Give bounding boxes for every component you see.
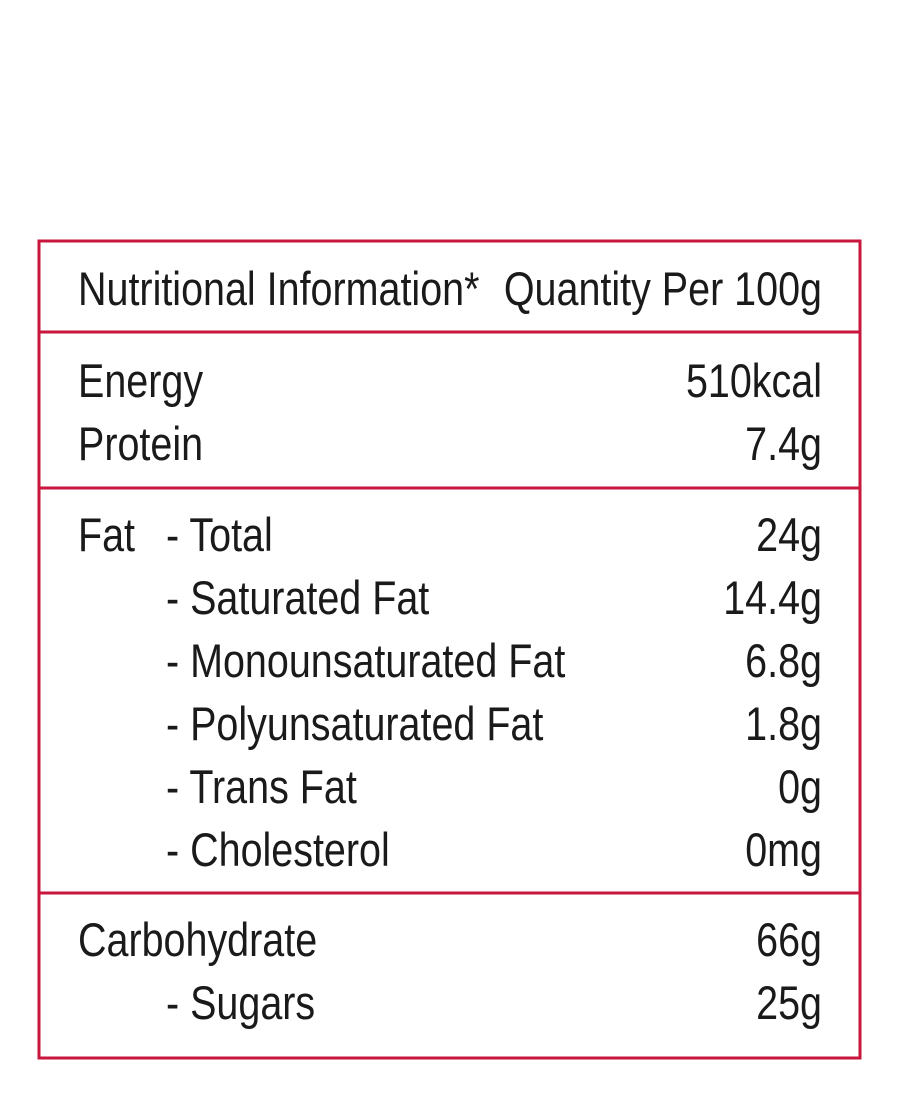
row-value: 510kcal (686, 356, 822, 408)
table-content: Nutritional Information* Quantity Per 100… (78, 264, 822, 1030)
row-value: 0mg (745, 825, 822, 877)
table-border (37, 239, 862, 1060)
row-sublabel: - Monounsaturated Fat (166, 636, 565, 688)
row-value: 14.4g (723, 573, 822, 625)
row-label: Protein (78, 419, 203, 471)
row-sublabel: - Sugars (166, 978, 315, 1030)
row-sublabel: - Total (166, 510, 273, 562)
row-label: Energy (78, 356, 203, 408)
header-quantity: Quantity Per 100g (504, 264, 822, 316)
row-label: Carbohydrate (78, 915, 317, 967)
row-sublabel: - Saturated Fat (166, 573, 429, 625)
row-sublabel: - Trans Fat (166, 762, 357, 814)
header-title: Nutritional Information* (78, 264, 480, 316)
row-value: 7.4g (745, 419, 822, 471)
row-value: 66g (756, 915, 822, 967)
row-value: 25g (756, 978, 822, 1030)
row-value: 0g (778, 762, 822, 814)
row-value: 1.8g (745, 699, 822, 751)
row-label: Fat (78, 510, 135, 562)
row-sublabel: - Cholesterol (166, 825, 390, 877)
row-sublabel: - Polyunsaturated Fat (166, 699, 543, 751)
row-value: 6.8g (745, 636, 822, 688)
row-value: 24g (756, 510, 822, 562)
